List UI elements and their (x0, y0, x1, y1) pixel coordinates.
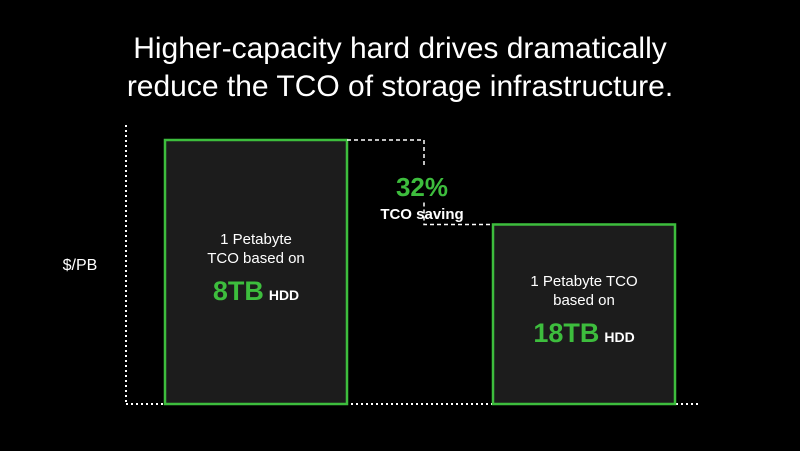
saving-connector-top (347, 139, 425, 168)
bar-1-label-line-2: TCO based on (207, 250, 305, 267)
bar-2-capacity: 18TB (533, 318, 599, 348)
bar-1: 1 Petabyte TCO based on 8TB HDD (163, 138, 349, 406)
bar-1-capacity: 8TB (213, 276, 264, 306)
chart-title-line-1: Higher-capacity hard drives dramatically (133, 32, 667, 65)
bar-1-label-line-1: 1 Petabyte (220, 231, 292, 248)
bar-rect-2 (491, 223, 677, 406)
bar-2-label-line-2: based on (553, 292, 615, 309)
bar-1-unit: HDD (269, 287, 299, 303)
bar-2: 1 Petabyte TCO based on 18TB HDD (491, 223, 677, 406)
bar-1-capacity-label: 8TB HDD (213, 276, 299, 306)
bar-2-capacity-label: 18TB HDD (533, 318, 634, 348)
bar-2-unit: HDD (604, 329, 634, 345)
bar-rect-1 (163, 138, 349, 406)
y-axis-label: $/PB (63, 257, 98, 274)
bar-2-label-line-1: 1 Petabyte TCO (530, 273, 637, 290)
chart-title: Higher-capacity hard drives dramatically… (0, 30, 800, 106)
saving-connector-bottom (423, 202, 493, 226)
chart-title-line-2: reduce the TCO of storage infrastructure… (126, 70, 674, 103)
saving-percent: 32% (396, 172, 448, 202)
saving-label: TCO saving (380, 206, 463, 223)
